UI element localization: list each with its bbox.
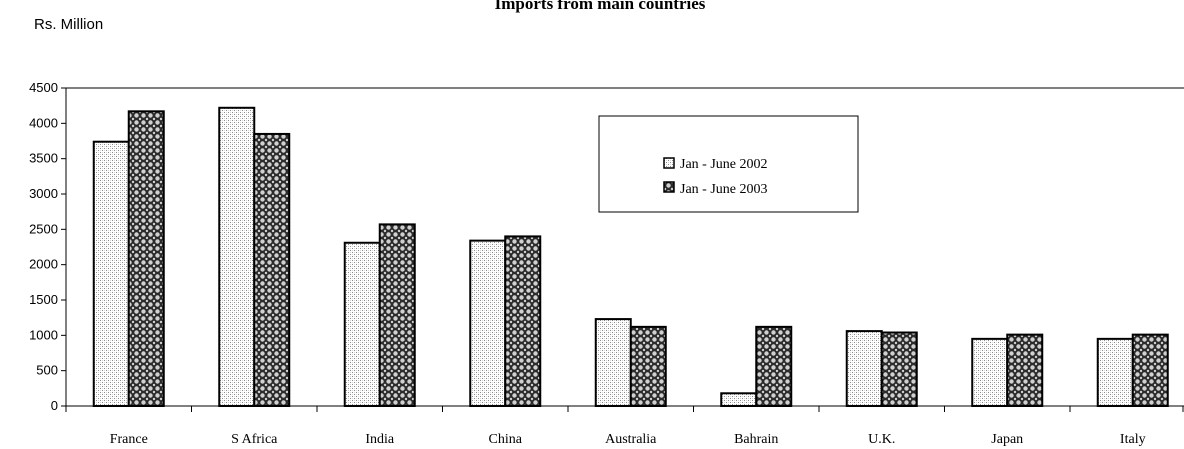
y-tick-label: 3500	[29, 151, 58, 166]
x-category-label: S Africa	[231, 432, 278, 447]
bar-2002	[845, 330, 883, 407]
x-category-label: U.K.	[868, 432, 895, 447]
legend-swatch-2002	[663, 157, 675, 169]
bar-2002	[218, 106, 256, 408]
bar-2002	[92, 140, 130, 407]
bar-2002	[1096, 337, 1134, 407]
bar-2003	[504, 235, 542, 407]
x-category-label: Italy	[1120, 432, 1146, 447]
legend-box	[598, 115, 859, 213]
bar-2002	[720, 392, 758, 407]
y-tick-label: 0	[51, 398, 58, 413]
legend-label-2003: Jan - June 2003	[680, 182, 768, 197]
x-category-label: France	[110, 432, 148, 447]
y-tick-label: 2500	[29, 221, 58, 236]
y-tick-label: 1500	[29, 292, 58, 307]
bar-2002	[971, 337, 1009, 407]
bars	[92, 106, 1169, 408]
x-category-label: Australia	[605, 432, 657, 447]
legend: Jan - June 2002 Jan - June 2003	[598, 115, 859, 213]
x-category-label: India	[365, 432, 395, 447]
bar-2003	[629, 325, 667, 407]
bar-2002	[594, 318, 632, 407]
bar-2002	[343, 241, 381, 407]
legend-label-2002: Jan - June 2002	[680, 157, 768, 172]
bar-2003	[755, 325, 793, 407]
x-category-label: Bahrain	[734, 432, 778, 447]
category-labels: France S Africa India China Australia Bahrain…	[110, 432, 1146, 447]
y-axis-unit-label: Rs. Million	[34, 16, 103, 33]
y-tick-label: 4500	[29, 80, 58, 95]
y-tick-label: 500	[36, 363, 58, 378]
bar-2003	[880, 331, 918, 407]
legend-swatch-2003	[663, 181, 675, 193]
y-tick-label: 4000	[29, 115, 58, 130]
x-category-label: Japan	[991, 432, 1023, 447]
y-tick-label: 2000	[29, 257, 58, 272]
y-axis-ticks: 0 500 1000 1500 2000 2500 3000 3500 4000 4500	[29, 80, 66, 413]
bar-2003	[1006, 333, 1044, 408]
bar-2003	[127, 110, 165, 407]
chart-title: Imports from main countries	[495, 0, 706, 13]
bar-2003	[1131, 333, 1169, 408]
y-tick-label: 3000	[29, 186, 58, 201]
x-axis-ticks	[65, 406, 1184, 412]
bar-2002	[469, 239, 507, 407]
y-tick-label: 1000	[29, 327, 58, 342]
bar-2003	[378, 223, 416, 407]
x-category-label: China	[489, 432, 523, 447]
bar-2003	[253, 132, 291, 408]
